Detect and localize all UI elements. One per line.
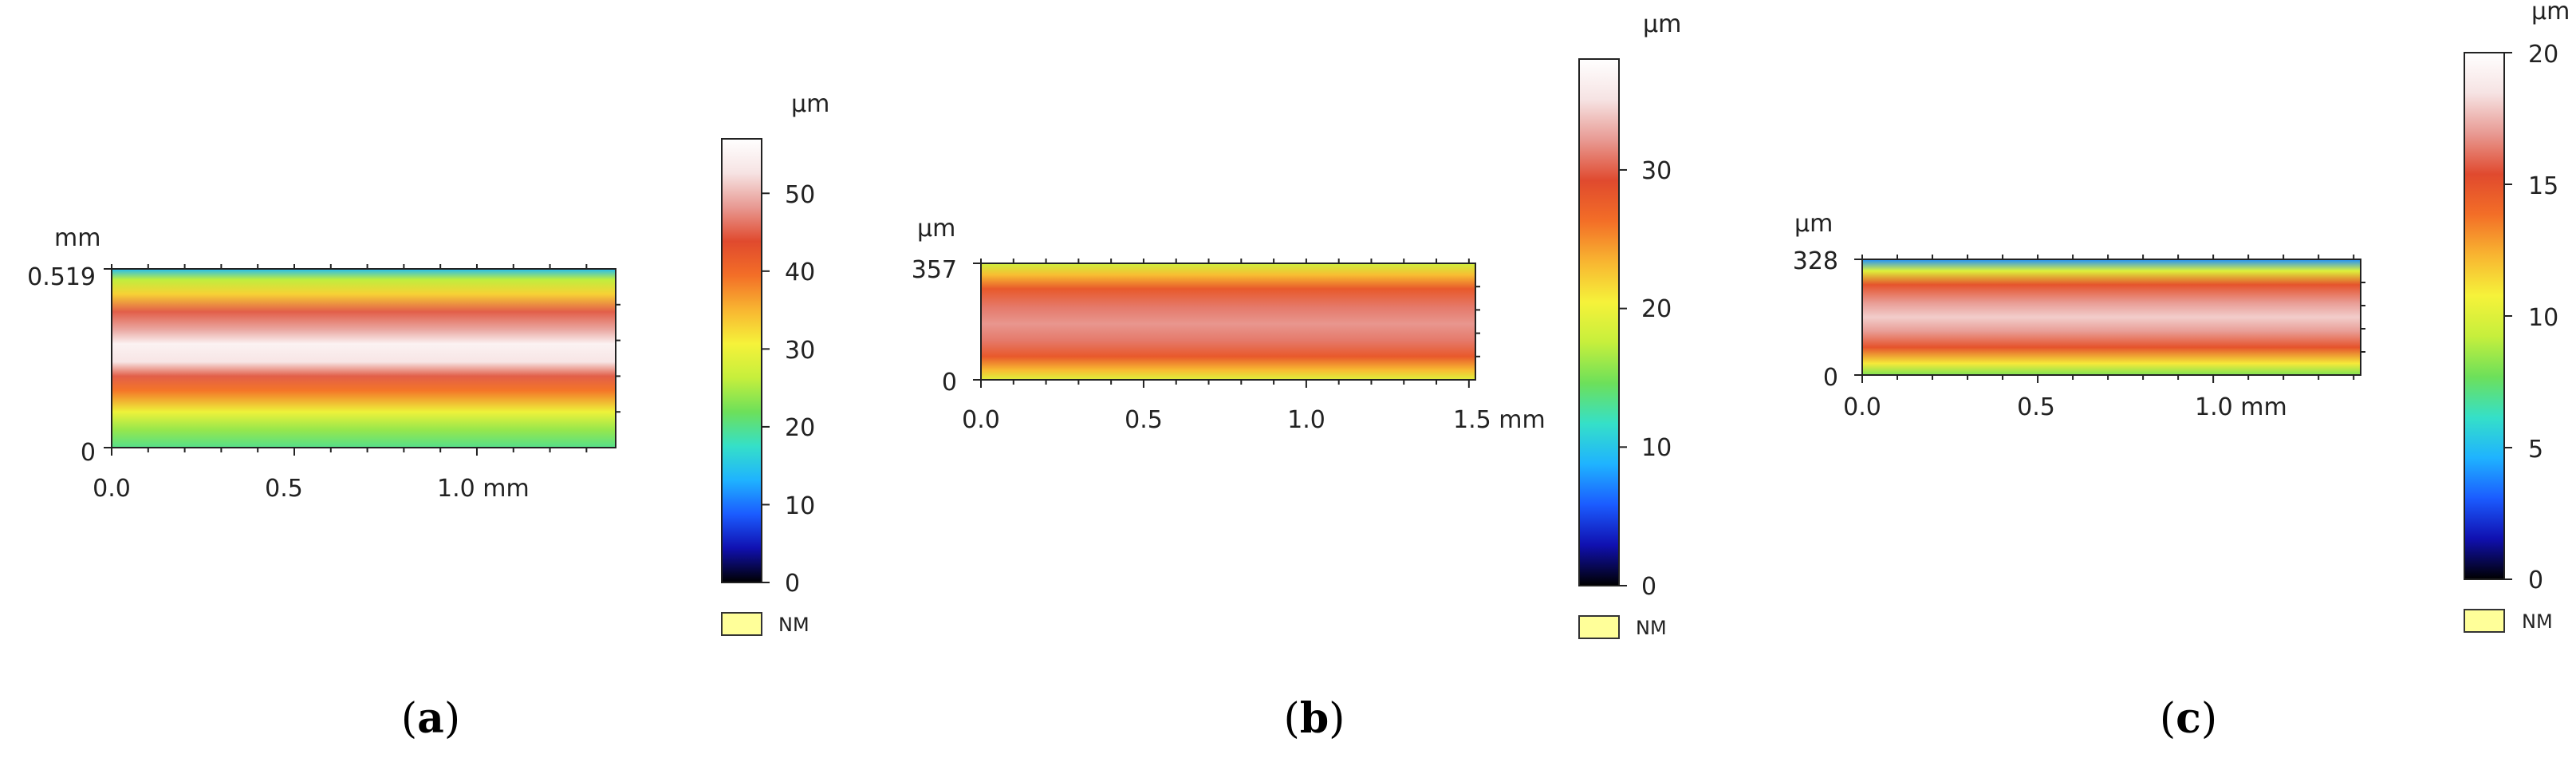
colorbar-b	[1578, 58, 1620, 586]
nm-legend-swatch-c	[2464, 609, 2505, 633]
y-tick-1-a: 0.519	[27, 263, 96, 291]
colorbar-a	[721, 138, 762, 583]
y-axis-b	[973, 263, 1480, 381]
x-tick-2-b: 1.0	[1287, 406, 1325, 434]
y-tick-1-b: 357	[912, 256, 957, 284]
x-axis-a	[111, 264, 588, 456]
colorbar-tick-3-a: 30	[785, 337, 815, 365]
y-unit-label-a: mm	[54, 224, 100, 252]
colorbar-axis-a	[762, 192, 770, 583]
colorbar-tick-1-a: 10	[785, 492, 815, 520]
height-map-b	[980, 263, 1476, 381]
x-tick-0-b: 0.0	[962, 406, 1000, 434]
height-map-a	[111, 268, 616, 448]
y-tick-1-c: 328	[1793, 247, 1838, 275]
colorbar-axis-c	[2504, 52, 2512, 580]
colorbar-tick-3-b: 30	[1641, 157, 1672, 185]
panel-a: mm 0 0.519 0.0 0.5 1.0 mm µm 0 10 20 30 …	[27, 90, 829, 743]
colorbar-tick-4-a: 40	[785, 259, 815, 286]
nm-legend-label-b: NM	[1636, 617, 1667, 639]
y-axis-c	[1854, 259, 2365, 376]
x-tick-1-c: 0.5	[2017, 393, 2055, 421]
x-tick-2-c: 1.0 mm	[2195, 393, 2287, 421]
x-tick-0-a: 0.0	[93, 475, 131, 503]
y-unit-label-b: µm	[917, 215, 955, 243]
nm-legend-swatch-a	[721, 612, 762, 636]
panel-caption-b: (b)	[1284, 694, 1345, 743]
y-tick-0-a: 0	[81, 439, 96, 467]
colorbar-unit-a: µm	[791, 90, 829, 118]
colorbar-tick-1-c: 5	[2528, 436, 2543, 464]
panel-caption-c: (c)	[2160, 694, 2217, 743]
x-tick-1-a: 0.5	[265, 475, 303, 503]
colorbar-tick-0-a: 0	[785, 570, 800, 598]
nm-legend-swatch-b	[1578, 615, 1620, 639]
x-axis-b	[980, 259, 1470, 388]
height-map-c	[1861, 259, 2361, 376]
colorbar-tick-1-b: 10	[1641, 434, 1672, 462]
y-axis-a	[104, 268, 620, 448]
x-tick-0-c: 0.0	[1843, 393, 1881, 421]
colorbar-unit-c: µm	[2531, 0, 2570, 26]
panel-b: µm 0 357 0.0 0.5 1.0 1.5 mm µm 0 10 20 3…	[912, 10, 1682, 743]
x-tick-2-a: 1.0 mm	[437, 475, 530, 503]
colorbar-tick-4-c: 20	[2528, 41, 2558, 69]
y-unit-label-c: µm	[1794, 210, 1833, 238]
nm-legend-label-a: NM	[778, 614, 809, 636]
colorbar-tick-0-b: 0	[1641, 573, 1656, 601]
y-tick-0-b: 0	[942, 369, 957, 397]
x-tick-1-b: 0.5	[1125, 406, 1163, 434]
colorbar-tick-0-c: 0	[2528, 567, 2543, 594]
panel-caption-a: (a)	[401, 694, 460, 743]
x-axis-c	[1861, 255, 2355, 383]
colorbar-axis-b	[1619, 168, 1627, 586]
colorbar-c	[2464, 52, 2505, 580]
colorbar-unit-b: µm	[1643, 10, 1681, 38]
colorbar-tick-2-c: 10	[2528, 304, 2558, 332]
colorbar-tick-3-c: 15	[2528, 172, 2558, 200]
colorbar-tick-5-a: 50	[785, 181, 815, 209]
x-tick-3-b: 1.5 mm	[1453, 406, 1546, 434]
y-tick-0-c: 0	[1823, 364, 1838, 392]
nm-legend-label-c: NM	[2522, 610, 2553, 633]
colorbar-tick-2-a: 20	[785, 414, 815, 442]
panel-c: µm 0 328 0.0 0.5 1.0 mm µm 0 5 10 15 20 …	[1793, 0, 2570, 743]
colorbar-tick-2-b: 20	[1641, 295, 1672, 323]
